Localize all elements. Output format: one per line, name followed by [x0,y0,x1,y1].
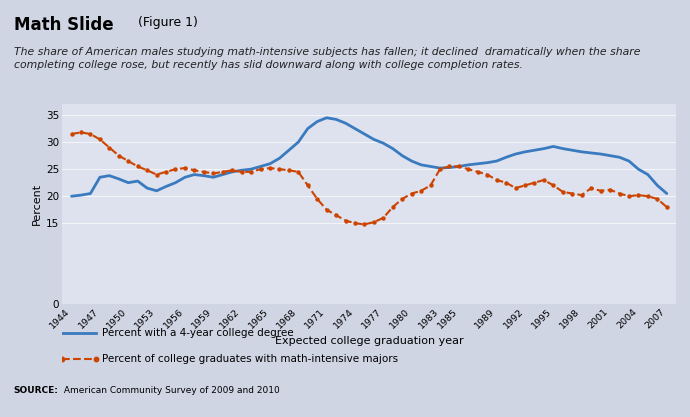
X-axis label: Expected college graduation year: Expected college graduation year [275,336,464,346]
Text: (Figure 1): (Figure 1) [130,16,197,29]
Text: Percent of college graduates with math-intensive majors: Percent of college graduates with math-i… [102,354,398,364]
Y-axis label: Percent: Percent [32,183,42,226]
Text: American Community Survey of 2009 and 2010: American Community Survey of 2009 and 20… [61,386,280,395]
Text: Percent with a 4-year college degree: Percent with a 4-year college degree [102,328,294,338]
Text: The share of American males studying math-intensive subjects has fallen; it decl: The share of American males studying mat… [14,47,640,70]
Text: SOURCE:: SOURCE: [14,386,59,395]
Text: Math Slide: Math Slide [14,16,113,34]
